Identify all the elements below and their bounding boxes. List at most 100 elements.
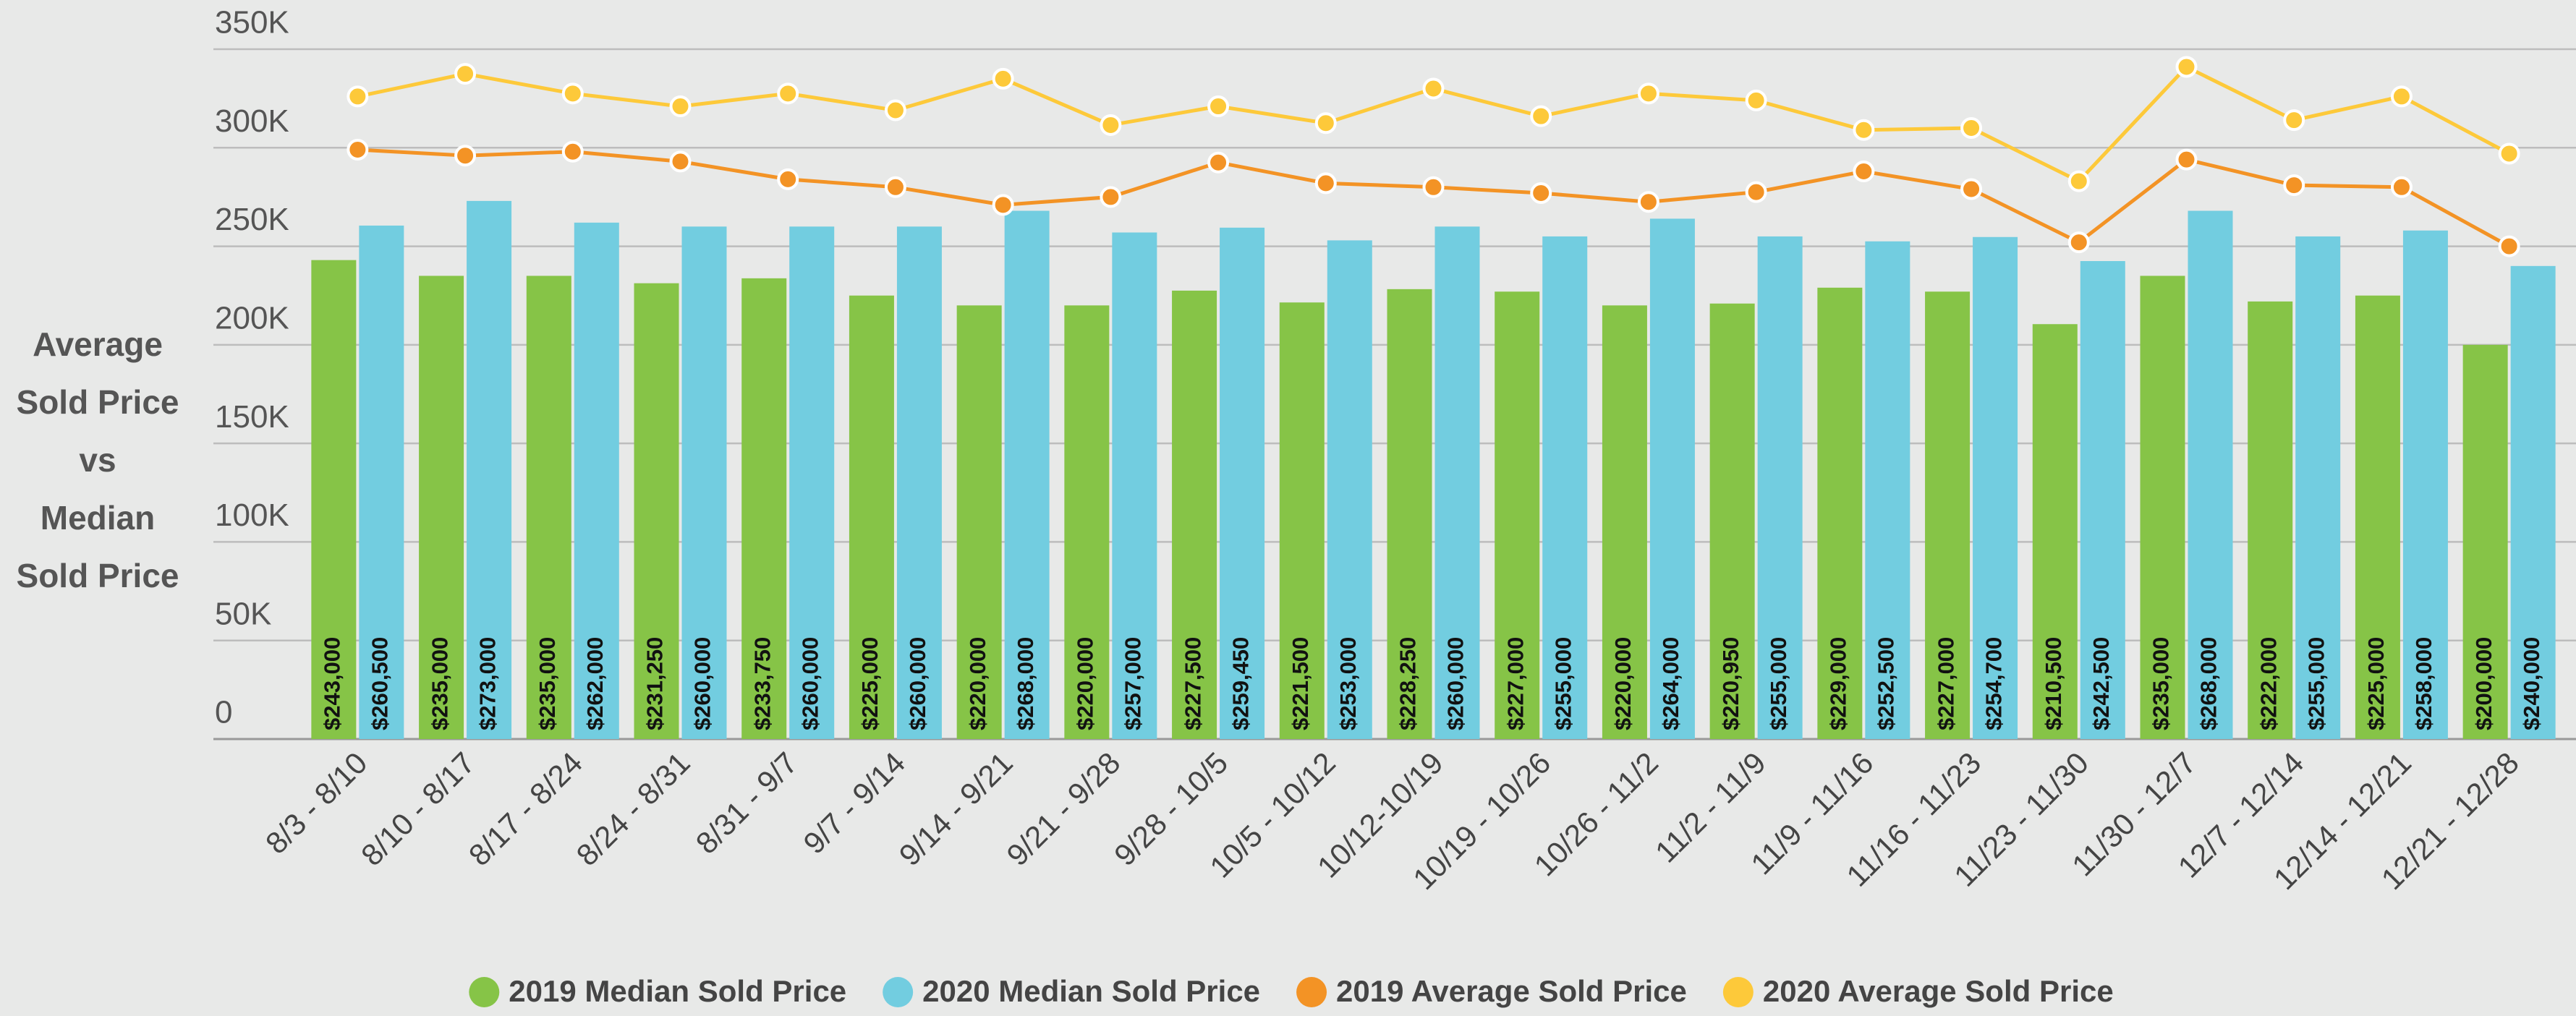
value-label: $253,000	[1335, 637, 1361, 730]
bar	[467, 200, 512, 739]
y-tick-label: 50K	[215, 596, 271, 631]
y-tick-label: 250K	[215, 202, 289, 237]
x-tick-label: 8/17 - 8/24	[462, 746, 589, 872]
value-label: $260,000	[1443, 637, 1468, 730]
y-axis-label: vs	[79, 441, 116, 479]
value-label: $220,000	[1610, 637, 1636, 730]
legend-item: 2019 Median Sold Price	[469, 974, 846, 1008]
value-label: $268,000	[2196, 637, 2222, 730]
line-marker	[2175, 148, 2198, 171]
bar	[2510, 265, 2556, 739]
value-label: $227,500	[1180, 637, 1205, 730]
bar	[681, 226, 727, 739]
value-label: $262,000	[582, 637, 608, 730]
line-marker	[1853, 160, 1875, 182]
bar	[896, 226, 942, 739]
legend-label: 2020 Median Sold Price	[922, 974, 1260, 1008]
legend-label: 2019 Average Sold Price	[1336, 974, 1687, 1008]
value-label: $260,000	[797, 637, 822, 730]
bar	[1542, 236, 1588, 739]
value-label: $220,000	[965, 637, 990, 730]
x-tick-label: 9/7 - 9/14	[796, 746, 911, 861]
bar	[1709, 303, 1755, 739]
value-label: $260,000	[690, 637, 715, 730]
value-label: $242,500	[2088, 637, 2114, 730]
bar	[956, 305, 1002, 739]
value-label: $235,000	[2148, 637, 2174, 730]
value-label: $233,750	[749, 637, 775, 730]
value-label: $273,000	[475, 637, 500, 730]
bar	[1757, 236, 1803, 739]
y-axis-label: Average	[33, 325, 163, 363]
value-label: $228,250	[1395, 637, 1421, 730]
legend-item: 2020 Median Sold Price	[883, 974, 1260, 1008]
y-axis-label: Median	[41, 499, 155, 537]
y-axis-label: Sold Price	[17, 383, 179, 421]
bar	[2080, 261, 2125, 739]
value-label: $225,000	[2363, 637, 2389, 730]
bar	[526, 276, 571, 739]
bar	[789, 226, 835, 739]
legend-swatch	[1722, 977, 1754, 1007]
line-marker	[561, 140, 584, 163]
y-tick-label: 100K	[215, 498, 289, 533]
bar	[1064, 305, 1110, 739]
line-marker	[1530, 182, 1552, 204]
line-marker	[1314, 112, 1337, 135]
line-marker	[1530, 105, 1552, 127]
bar	[1925, 291, 1971, 740]
y-tick-label: 200K	[215, 300, 289, 336]
line-marker	[2498, 235, 2520, 257]
bar	[2295, 236, 2341, 739]
value-label: $259,450	[1228, 637, 1253, 730]
value-label: $225,000	[857, 637, 883, 730]
line-marker	[2498, 142, 2520, 165]
y-tick-label: 150K	[215, 399, 289, 435]
x-tick-label: 8/31 - 9/7	[689, 746, 804, 861]
value-label: $252,500	[1874, 637, 1899, 730]
value-label: $255,000	[1766, 637, 1791, 730]
x-tick-label: 8/10 - 8/17	[354, 746, 481, 872]
bar	[1327, 240, 1372, 739]
line-marker	[347, 85, 369, 108]
bar	[849, 295, 894, 739]
bar	[574, 222, 619, 739]
line-marker	[454, 145, 477, 167]
bar	[2032, 324, 2078, 739]
bar	[1817, 287, 1863, 740]
line-marker	[1207, 95, 1230, 118]
line-marker	[1422, 176, 1445, 198]
bar	[1172, 290, 1217, 739]
bar	[311, 260, 357, 739]
value-label: $243,000	[320, 637, 345, 730]
bar	[1973, 236, 2018, 739]
x-tick-label: 9/14 - 9/21	[893, 746, 1019, 872]
line-marker	[1960, 117, 1983, 140]
bar	[2355, 295, 2400, 739]
legend-item: 2019 Average Sold Price	[1296, 974, 1687, 1008]
value-label: $255,000	[1550, 637, 1576, 730]
line-marker	[1745, 89, 1767, 111]
line-marker	[561, 82, 584, 105]
line-marker	[2283, 109, 2305, 132]
value-label: $220,000	[1073, 637, 1098, 730]
bar	[1865, 241, 1910, 739]
line-marker	[884, 99, 906, 121]
legend-item: 2020 Average Sold Price	[1722, 974, 2114, 1008]
legend-label: 2020 Average Sold Price	[1763, 974, 2114, 1008]
value-label: $255,000	[2303, 637, 2329, 730]
line-marker	[669, 95, 692, 118]
bar	[741, 278, 787, 740]
line-marker	[992, 67, 1014, 90]
line-marker	[777, 168, 799, 190]
x-tick-label: 9/21 - 9/28	[1000, 746, 1126, 872]
bar	[2188, 210, 2233, 740]
value-label: $235,000	[535, 637, 560, 730]
bar	[1387, 289, 1432, 739]
line-marker	[1422, 77, 1445, 100]
value-label: $257,000	[1121, 637, 1146, 730]
x-tick-label: 8/3 - 8/10	[259, 746, 374, 861]
legend-swatch	[1296, 977, 1327, 1007]
line-marker	[992, 194, 1014, 216]
value-label: $222,000	[2256, 637, 2281, 730]
